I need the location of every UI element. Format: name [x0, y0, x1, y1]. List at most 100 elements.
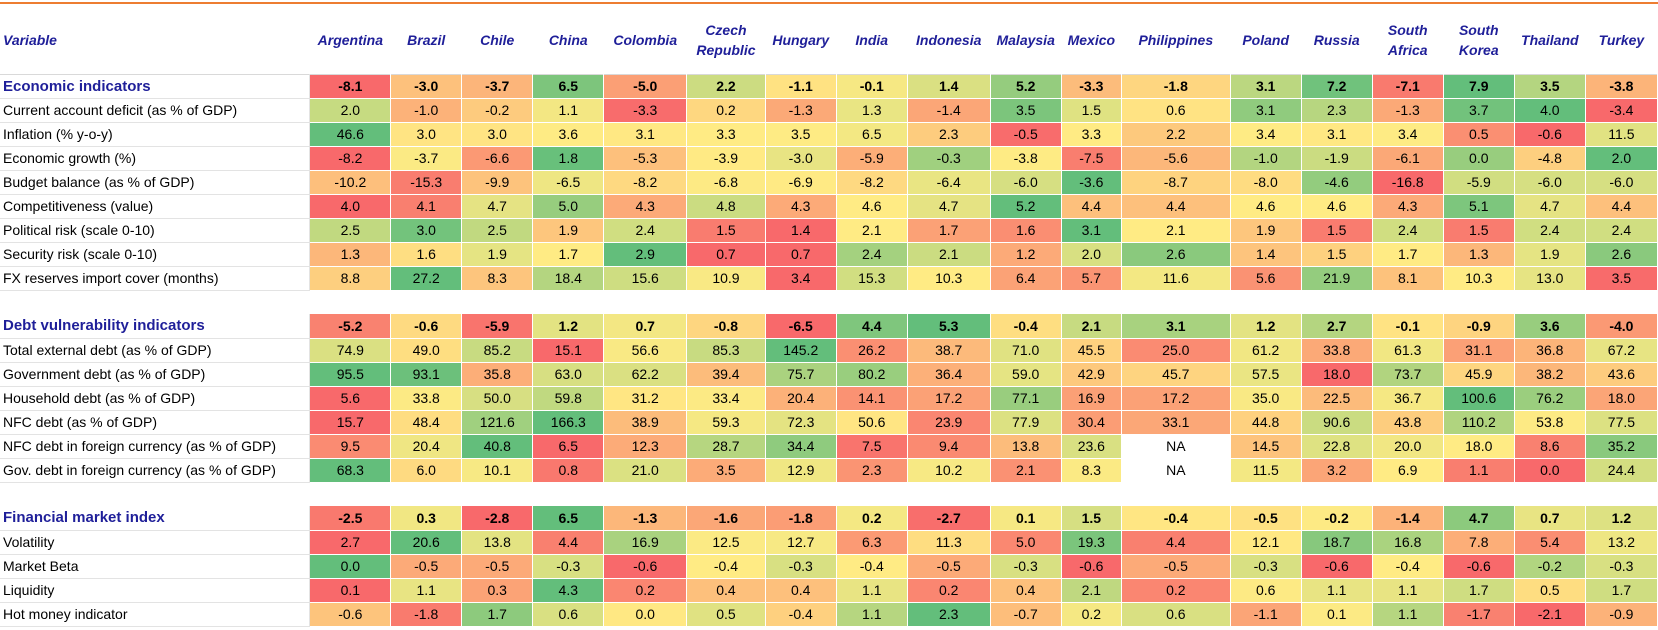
- value-cell: 0.6: [532, 602, 605, 627]
- value-cell: 0.2: [603, 578, 688, 603]
- value-cell: 3.0: [390, 218, 463, 243]
- value-cell: 4.4: [1061, 194, 1122, 219]
- section-score-cell: -0.5: [1230, 506, 1302, 531]
- value-cell: 23.9: [907, 410, 991, 435]
- value-cell: -5.9: [1443, 170, 1515, 195]
- value-cell: 33.8: [390, 386, 463, 411]
- indicator-label: FX reserves import cover (months): [0, 266, 311, 291]
- value-cell: 26.2: [836, 338, 908, 363]
- value-cell: 0.0: [309, 554, 392, 579]
- value-cell: -1.0: [1230, 146, 1302, 171]
- value-cell: 6.9: [1372, 458, 1444, 483]
- value-cell: -6.4: [907, 170, 991, 195]
- value-cell: -0.3: [907, 146, 991, 171]
- value-cell: 77.5: [1585, 410, 1658, 435]
- value-cell: 0.0: [603, 602, 688, 627]
- value-cell: -6.0: [1514, 170, 1586, 195]
- value-cell: 1.3: [836, 98, 908, 123]
- table-row: Economic growth (%) -8.2 -3.7 -6.6 1.8 -5.3 -3…: [0, 146, 1658, 171]
- country-header: Malaysia: [996, 31, 1055, 48]
- value-cell: 3.3: [686, 122, 766, 147]
- value-cell: 36.7: [1372, 386, 1444, 411]
- value-cell: 48.4: [390, 410, 463, 435]
- value-cell: 0.7: [686, 242, 766, 267]
- indicator-label: Volatility: [0, 530, 311, 555]
- value-cell: 85.3: [686, 338, 766, 363]
- value-cell: 85.2: [461, 338, 534, 363]
- value-cell: 36.4: [907, 362, 991, 387]
- section-score-cell: -6.5: [765, 314, 837, 339]
- value-cell: 10.9: [686, 266, 766, 291]
- value-cell: 61.2: [1230, 338, 1302, 363]
- value-cell: 46.6: [309, 122, 392, 147]
- value-cell: 35.8: [461, 362, 534, 387]
- value-cell: 38.7: [907, 338, 991, 363]
- value-cell: 14.1: [836, 386, 908, 411]
- value-cell: 80.2: [836, 362, 908, 387]
- value-cell: 1.1: [836, 578, 908, 603]
- value-cell: 3.0: [390, 122, 463, 147]
- value-cell: 6.4: [990, 266, 1062, 291]
- section-score-cell: 7.9: [1443, 74, 1515, 99]
- value-cell: 11.6: [1121, 266, 1231, 291]
- value-cell: 0.4: [686, 578, 766, 603]
- value-cell: 18.7: [1301, 530, 1373, 555]
- value-cell: 5.0: [990, 530, 1062, 555]
- value-cell: 2.4: [836, 242, 908, 267]
- value-cell: 1.7: [907, 218, 991, 243]
- value-cell: 1.9: [461, 242, 534, 267]
- value-cell: 2.2: [1121, 122, 1231, 147]
- value-cell: 145.2: [765, 338, 837, 363]
- value-cell: 1.1: [390, 578, 463, 603]
- value-cell: 45.9: [1443, 362, 1515, 387]
- value-cell: 1.5: [686, 218, 766, 243]
- value-cell: 110.2: [1443, 410, 1515, 435]
- value-cell: -3.0: [765, 146, 837, 171]
- table-row: Hot money indicator -0.6 -1.8 1.7 0.6 0.0 0.5-…: [0, 602, 1658, 627]
- country-header: Indonesia: [916, 31, 982, 48]
- indicator-label: NFC debt (as % of GDP): [0, 410, 311, 435]
- value-cell: 0.0: [1443, 146, 1515, 171]
- value-cell: 1.7: [461, 602, 534, 627]
- value-cell: 4.8: [686, 194, 766, 219]
- value-cell: -6.6: [461, 146, 534, 171]
- value-cell: 18.0: [1585, 386, 1658, 411]
- section-score-cell: 2.7: [1301, 314, 1373, 339]
- table-row: Security risk (scale 0-10) 1.3 1.6 1.9 1.7 2.…: [0, 242, 1658, 267]
- value-cell: -0.5: [990, 122, 1062, 147]
- value-cell: 57.5: [1230, 362, 1302, 387]
- value-cell: -3.7: [390, 146, 463, 171]
- value-cell: 6.0: [390, 458, 463, 483]
- value-cell: 16.9: [1061, 386, 1122, 411]
- value-cell: 11.5: [1230, 458, 1302, 483]
- section-score-cell: -2.5: [309, 506, 392, 531]
- indicator-label: Government debt (as % of GDP): [0, 362, 311, 387]
- value-cell: 73.7: [1372, 362, 1444, 387]
- value-cell: 18.0: [1443, 434, 1515, 459]
- value-cell: 15.1: [532, 338, 605, 363]
- table-row: Household debt (as % of GDP) 5.6 33.8 50.0 5…: [0, 386, 1658, 411]
- value-cell: 5.6: [1230, 266, 1302, 291]
- value-cell: 17.2: [907, 386, 991, 411]
- section-title: Debt vulnerability indicators: [0, 314, 311, 339]
- value-cell: 3.3: [1061, 122, 1122, 147]
- section-score-cell: -5.0: [603, 74, 688, 99]
- value-cell: -5.6: [1121, 146, 1231, 171]
- value-cell: -0.6: [309, 602, 392, 627]
- value-cell: 121.6: [461, 410, 534, 435]
- value-cell: 7.5: [836, 434, 908, 459]
- value-cell: 1.1: [1372, 578, 1444, 603]
- value-cell: -1.3: [765, 98, 837, 123]
- value-cell: 1.1: [532, 98, 605, 123]
- value-cell: -3.3: [603, 98, 688, 123]
- value-cell: 67.2: [1585, 338, 1658, 363]
- value-cell: 14.5: [1230, 434, 1302, 459]
- value-cell: 33.8: [1301, 338, 1373, 363]
- value-cell: 4.4: [1121, 530, 1231, 555]
- value-cell: 4.7: [907, 194, 991, 219]
- country-header: Chile: [480, 31, 515, 48]
- section-score-cell: 0.7: [1514, 506, 1586, 531]
- indicator-label: Current account deficit (as % of GDP): [0, 98, 311, 123]
- value-cell: 2.4: [1514, 218, 1586, 243]
- value-cell: 45.5: [1061, 338, 1122, 363]
